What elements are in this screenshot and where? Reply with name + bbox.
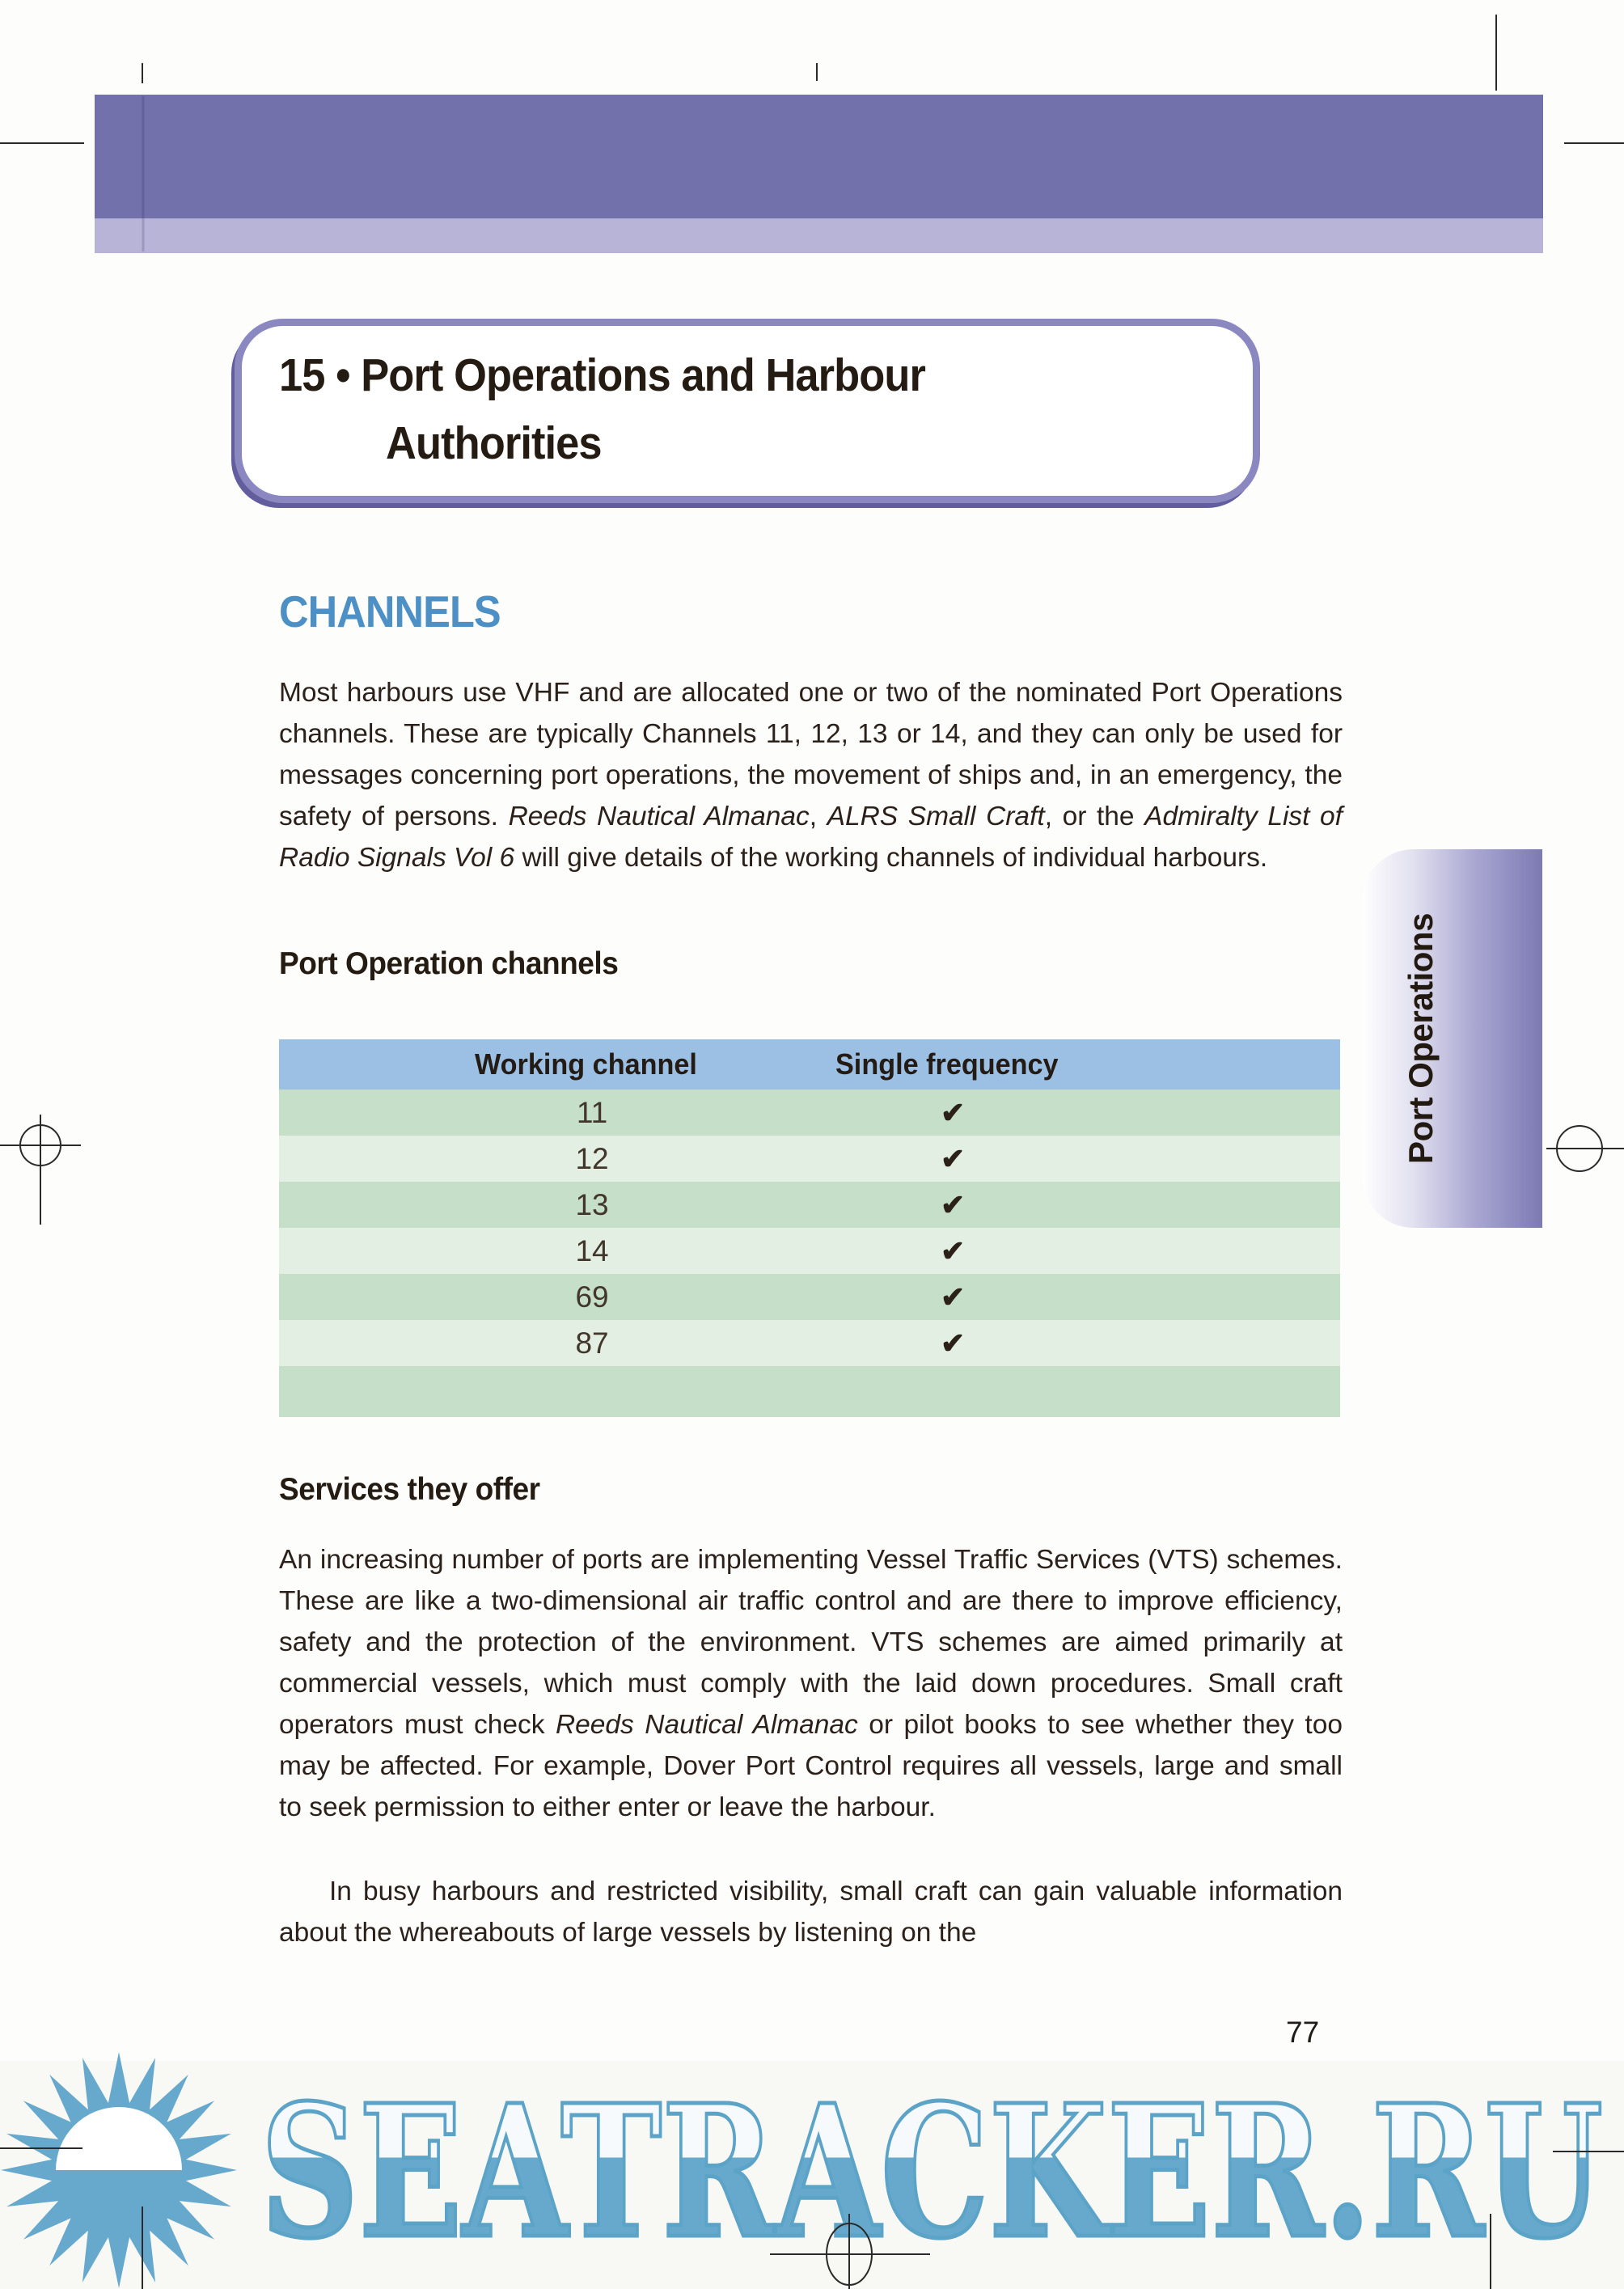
single-frequency-check-icon: ✔ — [941, 1141, 966, 1175]
page-number: 77 — [1286, 2016, 1320, 2049]
table-row: 14 ✔ — [279, 1228, 1340, 1274]
channels-paragraph: Most harbours use VHF and are allocated … — [279, 678, 1343, 873]
working-channel-value: 11 — [576, 1095, 608, 1129]
port-operation-channels-table: Working channel Single frequency 11 ✔ 12 ✔ 1… — [279, 1039, 1340, 1417]
chapter-title-line1: 15 • Port Operations and Harbour — [279, 349, 926, 401]
header-band-light — [95, 218, 1543, 253]
subheading-services-they-offer: Services they offer — [279, 1472, 540, 1507]
single-frequency-check-icon: ✔ — [941, 1095, 966, 1129]
watermark-text: SEATRACKER.RU — [259, 2093, 1605, 2271]
single-frequency-check-icon: ✔ — [941, 1280, 966, 1314]
single-frequency-check-icon: ✔ — [941, 1187, 966, 1221]
table-row: 87 ✔ — [279, 1320, 1340, 1366]
table-empty-row — [279, 1366, 1340, 1417]
chapter-title-line2: Authorities — [386, 417, 603, 469]
side-tab-label: Port Operations — [1402, 913, 1440, 1164]
svg-text:SEATRACKER.RU: SEATRACKER.RU — [260, 2093, 1603, 2271]
single-frequency-check-icon: ✔ — [941, 1233, 966, 1267]
working-channel-value: 69 — [575, 1280, 609, 1314]
working-channel-value: 14 — [575, 1233, 609, 1267]
working-channel-value: 87 — [575, 1326, 609, 1360]
services-paragraph-1: An increasing number of ports are implem… — [279, 1545, 1343, 1822]
single-frequency-check-icon: ✔ — [941, 1326, 966, 1360]
working-channel-value: 12 — [575, 1141, 609, 1175]
column-header-single-frequency: Single frequency — [835, 1047, 1059, 1081]
subheading-port-operation-channels: Port Operation channels — [279, 946, 619, 981]
header-band — [95, 95, 1543, 218]
table-row: 69 ✔ — [279, 1274, 1340, 1320]
table-header-row: Working channel Single frequency — [279, 1039, 1340, 1089]
table-row: 12 ✔ — [279, 1136, 1340, 1182]
working-channel-value: 13 — [575, 1187, 609, 1221]
watermark-strip — [0, 2061, 1624, 2289]
services-paragraph-2: In busy harbours and restricted visibili… — [279, 1876, 1343, 1948]
table-row: 11 ✔ — [279, 1089, 1340, 1136]
table-row: 13 ✔ — [279, 1182, 1340, 1228]
column-header-working-channel: Working channel — [475, 1047, 698, 1081]
sun-over-sea-icon — [1, 2052, 237, 2288]
chapter-title-box: 15 • Port Operations and Harbour Authori… — [235, 319, 1260, 503]
table-body: 11 ✔ 12 ✔ 13 ✔ 14 ✔ 69 ✔ 87 ✔ — [279, 1089, 1340, 1366]
section-side-tab: Port Operations — [1362, 849, 1542, 1228]
section-heading-channels: CHANNELS — [279, 586, 501, 637]
